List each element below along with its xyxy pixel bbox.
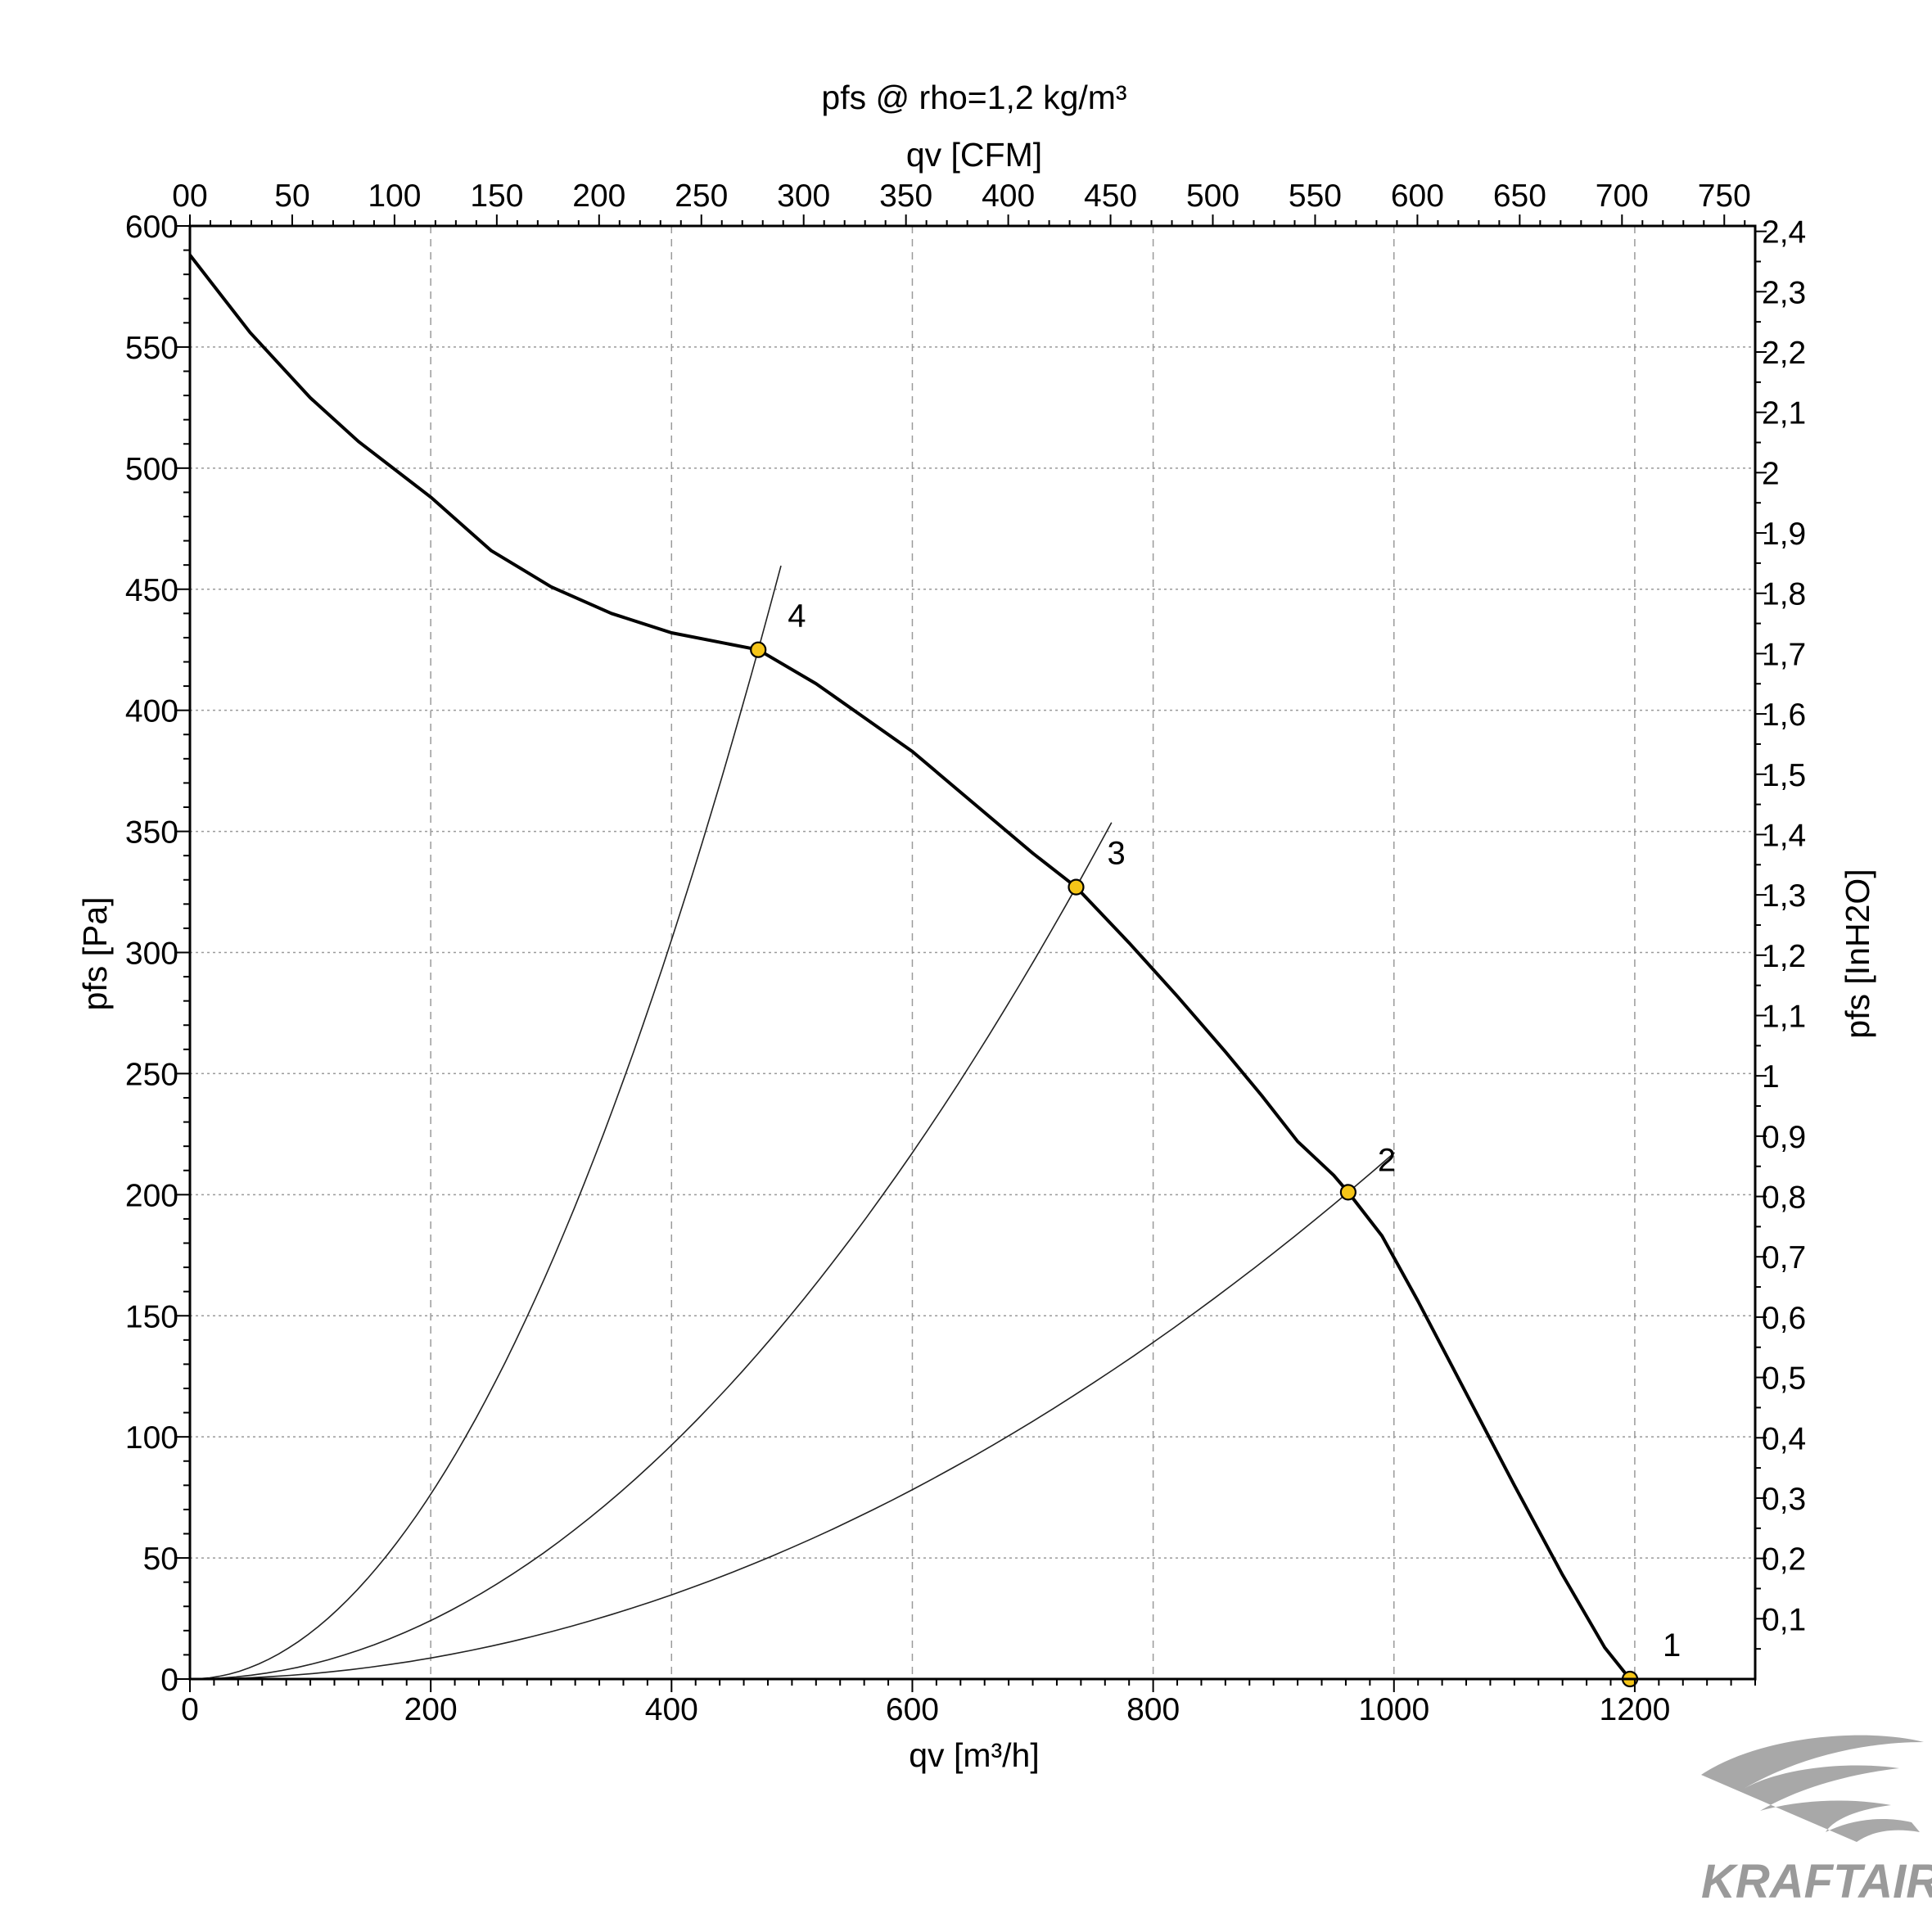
y-tick-label: 150 [125,1299,178,1334]
y2-tick-label: 1,4 [1762,818,1806,853]
y2-tick-label: 0,7 [1762,1240,1806,1275]
y2-tick-label: 0,8 [1762,1180,1806,1216]
x2-tick-label: 600 [1391,178,1444,214]
y-tick-label: 350 [125,815,178,851]
y2-tick-label: 1 [1762,1059,1780,1095]
y2-tick-label: 1,7 [1762,637,1806,672]
y2-tick-label: 2,2 [1762,336,1806,371]
y2-tick-label: 0,6 [1762,1301,1806,1336]
operating-point-label-3: 3 [1107,836,1125,872]
operating-point-2 [1339,1184,1356,1201]
y2-tick-label: 2,4 [1762,215,1806,251]
eagle-wing-mark [1701,1735,1924,1842]
tick-labels: 0 200 400 600 800 1000 12000501001502002503003… [125,178,1806,1727]
x-tick-label: 600 [886,1692,939,1727]
y2-tick-label: 0,1 [1762,1602,1806,1637]
x2-tick-label: 450 [1084,178,1137,214]
y2-tick-label: 1,6 [1762,697,1806,733]
operating-point-label-1: 1 [1663,1627,1681,1663]
y2-tick-label: 0,3 [1762,1482,1806,1517]
system-curve-3 [189,1152,1396,1680]
x2-tick-label: 400 [982,178,1035,214]
system-curves [189,565,1396,1680]
y2-tick-label: 1,2 [1762,939,1806,974]
y-tick-label: 500 [125,452,178,487]
x2-tick-label: 00 [172,178,207,214]
y-tick-label: 600 [125,210,178,245]
x2-axis-title: qv [CFM] [906,136,1042,174]
y2-tick-label: 2,3 [1762,275,1806,310]
system-curve-1 [189,565,782,1680]
x2-tick-label: 650 [1493,178,1546,214]
chart-title: pfs @ rho=1,2 kg/m³ [821,79,1126,116]
operating-point-4 [750,641,767,658]
y2-tick-label: 0,5 [1762,1361,1806,1397]
y-tick-label: 450 [125,573,178,608]
x-tick-label: 800 [1126,1692,1180,1727]
x-tick-label: 1000 [1358,1692,1429,1727]
y2-tick-label: 1,5 [1762,758,1806,793]
y-tick-label: 550 [125,331,178,366]
system-curve-2 [189,822,1113,1680]
x2-tick-label: 300 [777,178,830,214]
operating-point-label-2: 2 [1378,1142,1396,1178]
y-tick-label: 400 [125,694,178,729]
y2-tick-label: 2,1 [1762,396,1806,431]
x2-tick-label: 550 [1289,178,1342,214]
grid [190,226,1755,1679]
x2-tick-label: 350 [879,178,932,214]
y2-tick-label: 0,4 [1762,1421,1806,1456]
fan-curve-layer [188,254,1632,1681]
y2-tick-label: 2 [1762,456,1780,491]
x2-tick-label: 500 [1186,178,1239,214]
y-tick-label: 250 [125,1057,178,1092]
x-tick-label: 1200 [1600,1692,1671,1727]
y-tick-label: 100 [125,1420,178,1456]
x2-tick-label: 100 [368,178,421,214]
y2-tick-label: 0,2 [1762,1542,1806,1578]
logo-text: KRAFTAIR [1701,1855,1932,1908]
x-tick-label: 200 [404,1692,458,1727]
x2-tick-label: 700 [1596,178,1649,214]
y2-tick-label: 1,3 [1762,878,1806,914]
y-tick-label: 0 [160,1663,178,1698]
y-axis-title: pfs [Pa] [76,896,114,1010]
x2-tick-label: 150 [470,178,523,214]
x2-tick-label: 50 [274,178,309,214]
y-tick-label: 200 [125,1178,178,1213]
y2-tick-label: 0,9 [1762,1120,1806,1155]
operating-point-label-4: 4 [788,598,806,634]
y2-tick-label: 1,1 [1762,999,1806,1034]
x2-tick-label: 250 [675,178,728,214]
operating-points: 1 2 3 4 [750,598,1681,1688]
y-tick-label: 300 [125,937,178,972]
y2-tick-label: 1,9 [1762,517,1806,552]
x2-tick-label: 750 [1698,178,1751,214]
x-tick-label: 400 [645,1692,698,1727]
x-axis-title: qv [m³/h] [909,1736,1039,1774]
operating-point-3 [1068,878,1085,896]
y-tick-label: 50 [143,1542,178,1577]
fan-curve [188,254,1632,1681]
axis-ticks [177,214,1767,1692]
kraftair-logo: KRAFTAIR [1701,1735,1932,1908]
x-tick-label: 0 [181,1692,199,1727]
x2-tick-label: 200 [572,178,625,214]
y2-tick-label: 1,8 [1762,577,1806,612]
y2-axis-title: pfs [InH2O] [1839,869,1876,1038]
